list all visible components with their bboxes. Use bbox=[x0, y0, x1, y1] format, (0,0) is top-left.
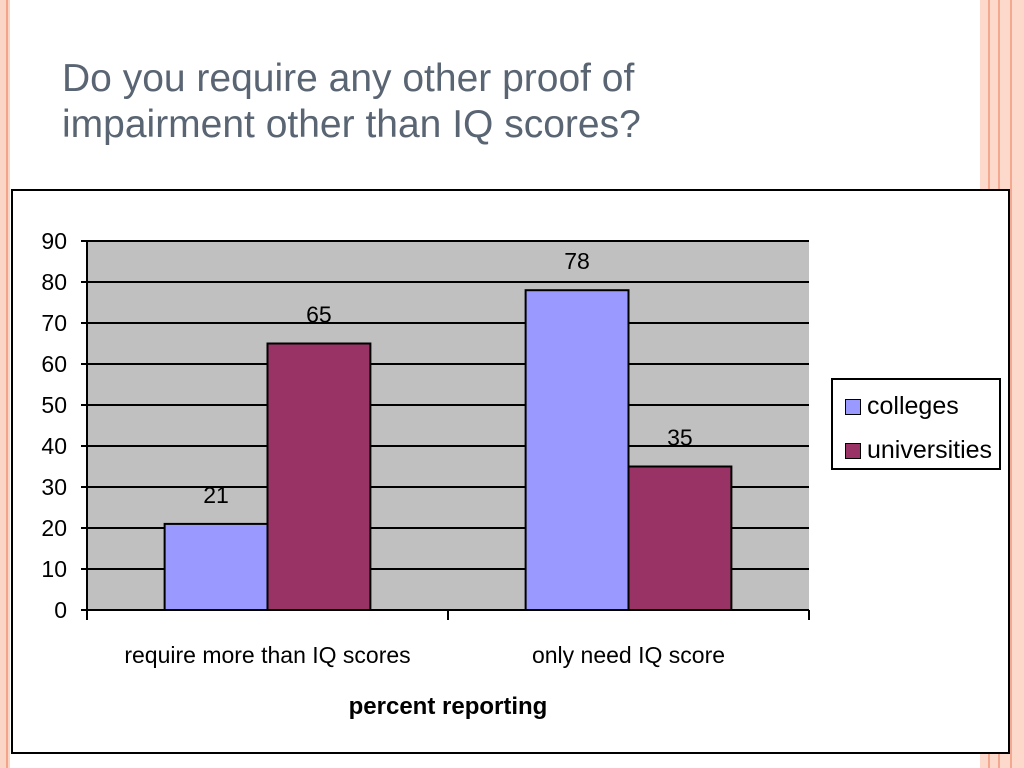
y-tick-label-10: 10 bbox=[41, 556, 67, 582]
left-decorative-border bbox=[0, 0, 10, 768]
y-tick-label-60: 60 bbox=[41, 351, 67, 377]
y-tick-label-80: 80 bbox=[41, 269, 67, 295]
y-tick-label-20: 20 bbox=[41, 515, 67, 541]
y-tick-label-30: 30 bbox=[41, 474, 67, 500]
bar-colleges-require-more-than-iq-scores bbox=[163, 522, 269, 612]
legend-item-universities: universities bbox=[845, 436, 992, 465]
bar-universities-require-more-than-iq-scores bbox=[266, 342, 372, 611]
chart-legend: colleges universities bbox=[831, 378, 1001, 470]
legend-item-colleges: colleges bbox=[845, 392, 959, 421]
data-label-universities-only-need-iq-score: 35 bbox=[667, 425, 693, 451]
legend-swatch-universities bbox=[845, 442, 861, 459]
y-tick-label-50: 50 bbox=[41, 392, 67, 418]
data-label-colleges-only-need-iq-score: 78 bbox=[564, 248, 590, 274]
slide-title-line-1: Do you require any other proof of bbox=[62, 57, 635, 100]
x-category-label-require-more-than-iq-scores: require more than IQ scores bbox=[124, 642, 410, 668]
y-tick-label-0: 0 bbox=[54, 597, 67, 623]
legend-label-universities: universities bbox=[867, 436, 993, 464]
legend-label-colleges: colleges bbox=[867, 392, 959, 420]
slide-title-line-2: impairment other than IQ scores? bbox=[62, 103, 641, 146]
y-tick-label-40: 40 bbox=[41, 433, 67, 459]
data-label-universities-require-more-than-iq-scores: 65 bbox=[306, 302, 332, 328]
bar-universities-only-need-iq-score bbox=[627, 465, 733, 611]
x-category-label-only-need-iq-score: only need IQ score bbox=[532, 642, 725, 668]
labels: 0 10 20 30 40 50 60 70 80 90 require more than IQ … bbox=[41, 228, 725, 668]
axes bbox=[81, 240, 810, 620]
legend-swatch-colleges bbox=[845, 398, 861, 415]
bar-colleges-only-need-iq-score bbox=[524, 289, 630, 611]
y-tick-label-70: 70 bbox=[41, 310, 67, 336]
x-axis-title: percent reporting bbox=[349, 693, 548, 720]
data-label-colleges-require-more-than-iq-scores: 21 bbox=[203, 482, 229, 508]
y-tick-label-90: 90 bbox=[41, 228, 67, 254]
slide-title: Do you require any other proof of impair… bbox=[62, 56, 942, 148]
